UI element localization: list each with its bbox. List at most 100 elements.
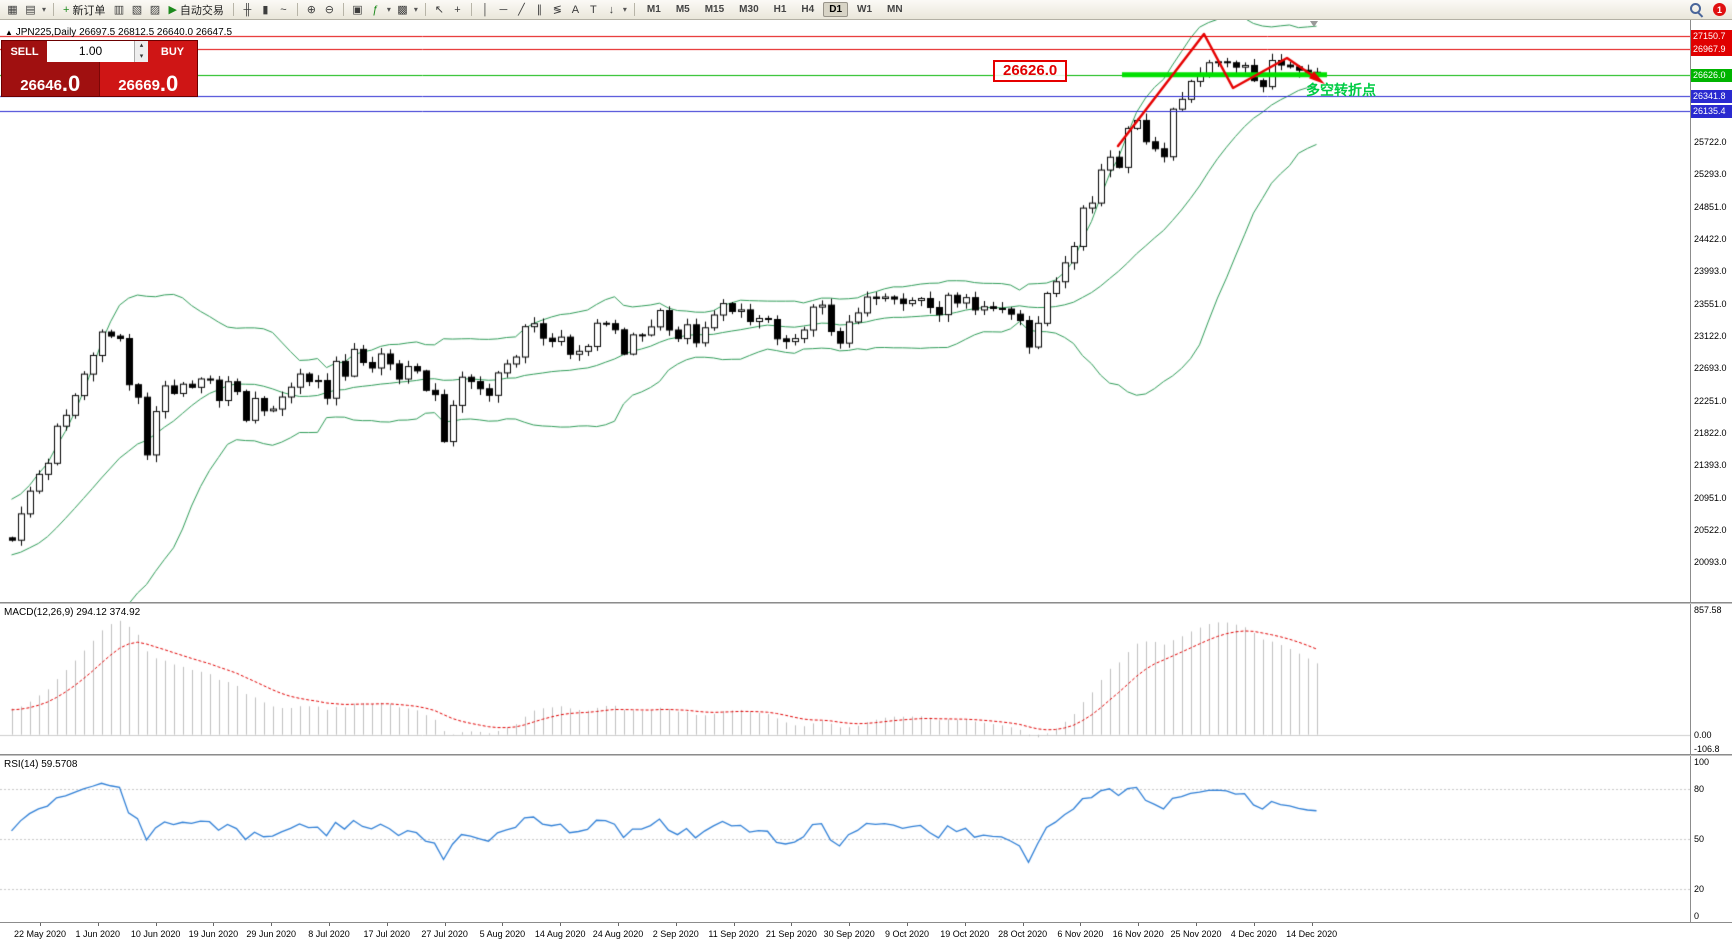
zoom-out-icon[interactable]: ⊖ xyxy=(324,3,335,16)
date-label: 22 May 2020 xyxy=(13,929,67,939)
horizontal-line-icon[interactable]: ─ xyxy=(499,3,508,16)
date-tick xyxy=(329,923,330,926)
rsi-label: RSI(14) 59.5708 xyxy=(4,759,78,770)
date-label: 2 Sep 2020 xyxy=(652,929,699,939)
price-axis-label: 20522.0 xyxy=(1694,525,1727,535)
timeframe-m5[interactable]: M5 xyxy=(675,4,690,15)
market-watch-icon[interactable]: ▥ xyxy=(113,3,125,16)
sell-price[interactable]: 26646 .0 xyxy=(2,62,100,96)
vertical-line-icon[interactable]: │ xyxy=(481,3,489,16)
new-order-button[interactable]: + 新订单 xyxy=(59,1,109,19)
date-tick xyxy=(1254,923,1255,926)
buy-button[interactable]: BUY xyxy=(148,41,197,62)
rsi-axis-label: 0 xyxy=(1694,911,1700,921)
price-axis-label: 21822.0 xyxy=(1694,428,1727,438)
rsi-axis-label: 20 xyxy=(1694,884,1705,894)
navigator-icon[interactable]: ▨ xyxy=(149,3,161,16)
date-tick xyxy=(387,923,388,926)
macd-scale-axis[interactable]: 857.58 0.00 -106.8 xyxy=(1690,604,1732,754)
buy-price-main: 26669 xyxy=(118,77,160,94)
search-icon[interactable] xyxy=(1689,2,1704,17)
line-chart-icon[interactable]: ~ xyxy=(280,3,287,16)
timeframe-h4[interactable]: H4 xyxy=(801,4,815,15)
profiles-icon[interactable]: ▤ xyxy=(25,3,36,16)
trade-panel-price-row: 26646 .0 26669 .0 xyxy=(2,62,197,96)
ohlc-values: 26697.5 26812.5 26640.0 26647.5 xyxy=(79,27,233,38)
date-label: 5 Aug 2020 xyxy=(479,929,526,939)
data-window-icon[interactable]: ▧ xyxy=(131,3,143,16)
macd-axis-label: -106.8 xyxy=(1694,744,1720,754)
chart-shift-marker-icon[interactable] xyxy=(1310,21,1318,27)
price-axis-label: 22693.0 xyxy=(1694,363,1727,373)
candlestick-chart-icon[interactable]: ▮ xyxy=(262,3,269,16)
date-label: 24 Aug 2020 xyxy=(592,929,644,939)
rsi-pane[interactable]: RSI(14) 59.5708 xyxy=(0,756,1690,922)
buy-price[interactable]: 26669 .0 xyxy=(99,62,197,96)
toolbar-separator xyxy=(424,3,426,16)
fibonacci-icon[interactable]: ≶ xyxy=(552,3,563,16)
date-label: 25 Nov 2020 xyxy=(1170,929,1222,939)
price-tag: 26341.8 xyxy=(1691,90,1732,103)
templates-icon[interactable]: ▩ xyxy=(397,3,408,16)
rsi-scale-axis[interactable]: 100 80 50 20 0 xyxy=(1690,756,1732,922)
pane-resize-handle[interactable] xyxy=(0,602,1732,604)
text-label-icon[interactable]: T xyxy=(590,3,597,16)
rsi-chart-canvas[interactable] xyxy=(0,756,1690,922)
price-pane[interactable]: ▲ JPN225,Daily 26697.5 26812.5 26640.0 2… xyxy=(0,20,1690,602)
macd-pane[interactable]: MACD(12,26,9) 294.12 374.92 xyxy=(0,604,1690,754)
trendline-icon[interactable]: ╱ xyxy=(518,3,525,16)
date-label: 14 Dec 2020 xyxy=(1286,929,1338,939)
timeframe-mn[interactable]: MN xyxy=(887,4,903,15)
auto-trading-button[interactable]: ▶ 自动交易 xyxy=(164,1,227,19)
new-chart-icon[interactable]: ▦ xyxy=(7,3,18,16)
timeframe-m15[interactable]: M15 xyxy=(704,4,725,15)
date-tick xyxy=(791,923,792,926)
new-order-icon: + xyxy=(63,3,70,16)
timeframe-m1[interactable]: M1 xyxy=(646,4,661,15)
tile-windows-icon[interactable]: ▣ xyxy=(352,3,363,16)
dropdown-caret-icon[interactable]: ▾ xyxy=(41,4,46,14)
timeframe-d1[interactable]: D1 xyxy=(823,2,849,17)
sell-price-main: 26646 xyxy=(20,77,62,94)
volume-up-icon[interactable]: ▴ xyxy=(135,41,148,52)
macd-chart-canvas[interactable] xyxy=(0,604,1690,754)
toolbar-separator xyxy=(296,3,298,16)
date-tick xyxy=(98,923,99,926)
bar-chart-icon[interactable]: ╫ xyxy=(243,3,252,16)
volume-input[interactable]: 1.00 xyxy=(78,44,103,58)
chart-window: ▲ JPN225,Daily 26697.5 26812.5 26640.0 2… xyxy=(0,20,1732,944)
turning-point-note[interactable]: 多空转折点 xyxy=(1306,82,1376,98)
rsi-axis-label: 50 xyxy=(1694,834,1705,844)
one-click-trade-panel: SELL 1.00 ▴ ▾ BUY 26646 .0 26669 .0 xyxy=(1,40,198,97)
dropdown-caret-icon[interactable]: ▾ xyxy=(622,4,627,14)
date-label: 28 Oct 2020 xyxy=(998,929,1048,939)
crosshair-icon[interactable]: + xyxy=(454,3,461,16)
text-icon[interactable]: A xyxy=(571,3,580,16)
dropdown-caret-icon[interactable]: ▾ xyxy=(386,4,391,14)
date-label: 14 Aug 2020 xyxy=(534,929,586,939)
arrows-icon[interactable]: ↓ xyxy=(608,3,615,16)
price-scale-axis[interactable]: 25722.0 25293.0 24851.0 24422.0 23993.0 23551… xyxy=(1690,20,1732,602)
time-axis[interactable]: 22 May 2020 1 Jun 2020 10 Jun 2020 19 Jun 2… xyxy=(0,922,1732,944)
auto-trading-button-label: 自动交易 xyxy=(179,4,224,17)
date-label: 9 Oct 2020 xyxy=(884,929,930,939)
price-chart-canvas[interactable] xyxy=(0,20,1690,602)
channel-icon[interactable]: ∥ xyxy=(536,3,543,16)
cursor-icon[interactable]: ↖ xyxy=(434,3,445,16)
rsi-axis-label: 100 xyxy=(1694,757,1710,767)
pane-resize-handle[interactable] xyxy=(0,754,1732,756)
price-axis-label: 21393.0 xyxy=(1694,460,1727,470)
date-tick xyxy=(445,923,446,926)
sell-button[interactable]: SELL xyxy=(2,41,47,62)
price-axis-label: 24851.0 xyxy=(1694,202,1727,212)
timeframe-w1[interactable]: W1 xyxy=(857,4,873,15)
dropdown-caret-icon[interactable]: ▾ xyxy=(413,4,418,14)
price-level-callout[interactable]: 26626.0 xyxy=(993,60,1068,82)
date-tick xyxy=(560,923,561,926)
zoom-in-icon[interactable]: ⊕ xyxy=(306,3,317,16)
price-axis-label: 25722.0 xyxy=(1694,137,1727,147)
indicators-icon[interactable]: ƒ xyxy=(372,3,379,16)
timeframe-h1[interactable]: H1 xyxy=(773,4,787,15)
timeframe-m30[interactable]: M30 xyxy=(739,4,759,15)
volume-down-icon[interactable]: ▾ xyxy=(135,51,148,62)
